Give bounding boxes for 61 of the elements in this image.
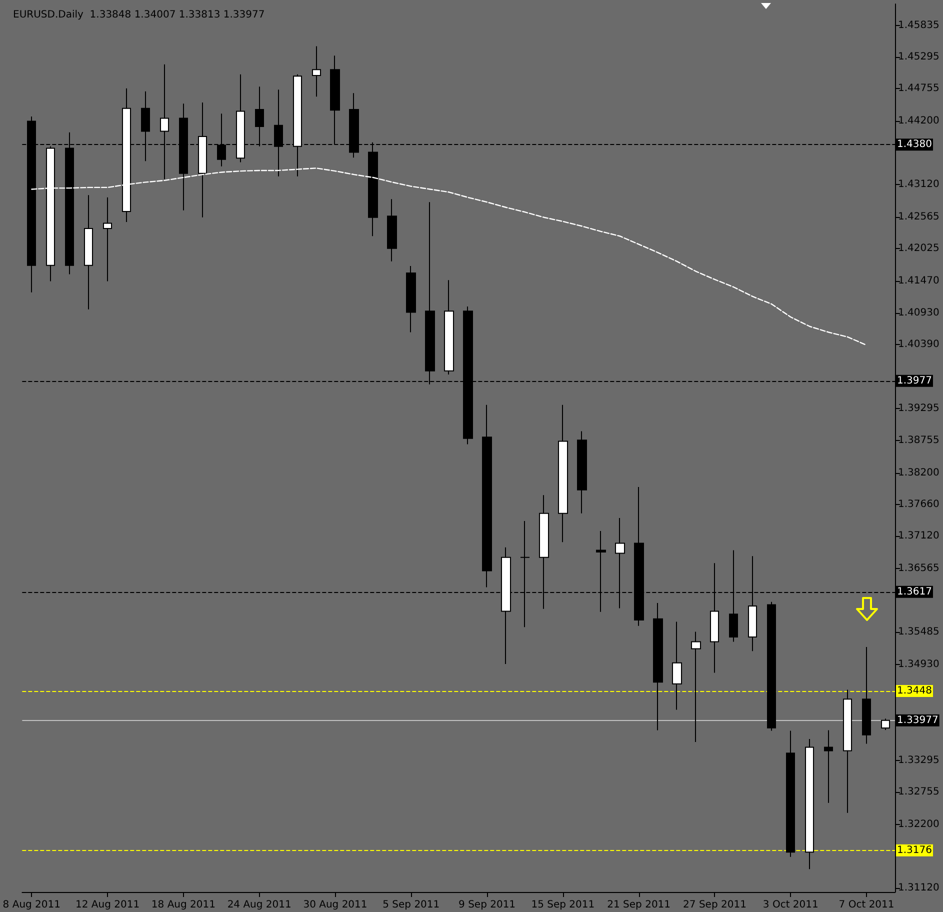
candlestick xyxy=(786,730,795,858)
candlestick xyxy=(84,194,93,310)
x-tick-label: 15 Sep 2011 xyxy=(531,900,595,910)
candlestick xyxy=(881,718,890,731)
candlestick xyxy=(406,266,416,333)
ref-line-label: 1.3977 xyxy=(897,375,932,386)
y-tick-label: 1.45295 xyxy=(898,52,940,63)
y-tick-label: 1.36565 xyxy=(898,563,940,574)
x-tick-label: 9 Sep 2011 xyxy=(458,900,516,910)
y-tick-label: 1.40930 xyxy=(898,307,940,318)
candlestick xyxy=(767,601,776,732)
y-tick-label: 1.38755 xyxy=(898,434,940,446)
y-tick-label: 1.41470 xyxy=(898,276,940,287)
candlestick xyxy=(482,404,492,588)
candlestick xyxy=(577,430,587,514)
x-tick-label: 3 Oct 2011 xyxy=(762,900,818,910)
candlestick xyxy=(843,689,852,814)
candlestick xyxy=(824,730,833,804)
y-tick-label: 1.44755 xyxy=(898,83,940,94)
x-tick-label: 27 Sep 2011 xyxy=(683,900,746,910)
candlestick xyxy=(387,198,397,262)
ref-line-label: 1.3617 xyxy=(897,586,932,598)
y-tick-label: 1.44200 xyxy=(898,116,940,127)
y-tick-label: 1.37120 xyxy=(898,530,940,542)
y-tick-label: 1.38200 xyxy=(898,467,940,478)
x-tick-label: 5 Sep 2011 xyxy=(382,900,440,910)
x-tick-label: 24 Aug 2011 xyxy=(227,900,292,910)
candlestick xyxy=(672,621,682,710)
ref-line-label: 1.4380 xyxy=(897,139,932,150)
candlestick xyxy=(805,738,814,870)
ref-line-label: 1.33977 xyxy=(897,714,938,726)
y-tick-label: 1.34930 xyxy=(898,659,940,670)
ref-line-label: 1.3448 xyxy=(897,685,932,696)
x-tick-label: 8 Aug 2011 xyxy=(2,900,60,910)
y-tick-label: 1.42025 xyxy=(898,243,940,254)
y-tick-label: 1.39295 xyxy=(898,403,940,414)
y-tick-label: 1.33295 xyxy=(898,754,940,766)
y-tick-label: 1.31120 xyxy=(898,882,940,894)
y-tick-label: 1.32755 xyxy=(898,786,940,798)
x-tick-label: 21 Sep 2011 xyxy=(607,900,671,910)
y-tick-label: 1.40390 xyxy=(898,339,940,350)
candlestick xyxy=(312,46,321,98)
text: EURUSD.Daily 1.33848 1.34007 1.33813 1.33977 xyxy=(13,10,265,20)
x-tick-label: 30 Aug 2011 xyxy=(303,900,368,910)
candlestick xyxy=(444,280,454,375)
ref-line-label: 1.3176 xyxy=(897,844,932,856)
x-tick-label: 7 Oct 2011 xyxy=(838,900,894,910)
candlestick xyxy=(691,631,701,742)
candlestick xyxy=(634,486,644,626)
candlestick xyxy=(653,602,663,731)
y-tick-label: 1.42565 xyxy=(898,212,940,223)
y-tick-label: 1.35485 xyxy=(898,626,940,638)
y-tick-label: 1.45835 xyxy=(898,20,940,31)
y-tick-label: 1.37660 xyxy=(898,499,940,510)
candlestick xyxy=(558,404,568,543)
y-tick-label: 1.43120 xyxy=(898,179,940,190)
y-tick-label: 1.32200 xyxy=(898,819,940,830)
x-tick-label: 18 Aug 2011 xyxy=(151,900,216,910)
candlestick xyxy=(862,646,871,744)
x-tick-label: 12 Aug 2011 xyxy=(76,900,140,910)
candlestick xyxy=(103,196,112,282)
